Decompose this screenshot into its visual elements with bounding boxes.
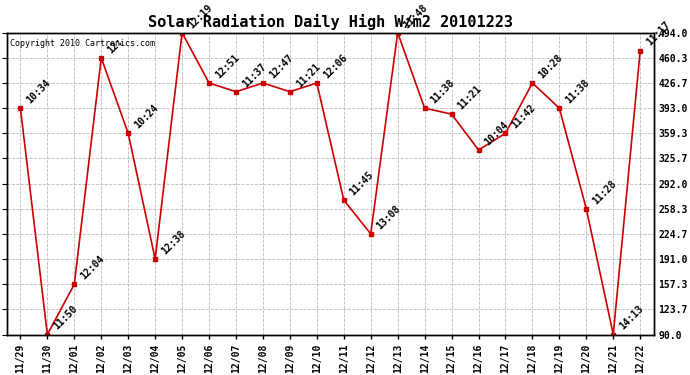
Text: 11:48: 11:48 [402,2,430,30]
Text: 10:04: 10:04 [483,119,511,147]
Text: 14:13: 14:13 [618,304,645,332]
Text: Copyright 2010 Cartronics.com: Copyright 2010 Cartronics.com [10,39,155,48]
Text: 11:21: 11:21 [294,61,322,89]
Text: 11:28: 11:28 [591,178,618,206]
Text: 10:34: 10:34 [25,78,52,105]
Text: 10:28: 10:28 [537,53,564,80]
Title: Solar Radiation Daily High W/m2 20101223: Solar Radiation Daily High W/m2 20101223 [148,14,513,30]
Text: 12:: 12: [106,36,125,55]
Text: 13:08: 13:08 [375,203,403,231]
Text: 11:42: 11:42 [510,103,538,130]
Text: 11:38: 11:38 [428,78,457,105]
Text: 12:19: 12:19 [186,2,214,30]
Text: 12:06: 12:06 [321,53,349,80]
Text: 11:17: 11:17 [644,20,672,48]
Text: 11:21: 11:21 [455,84,484,111]
Text: 12:04: 12:04 [79,254,106,282]
Text: 12:47: 12:47 [267,53,295,80]
Text: 12:38: 12:38 [159,228,187,256]
Text: 11:38: 11:38 [564,78,591,105]
Text: 11:50: 11:50 [52,304,79,332]
Text: 12:51: 12:51 [213,53,241,80]
Text: 11:37: 11:37 [240,61,268,89]
Text: 11:45: 11:45 [348,170,376,197]
Text: 10:24: 10:24 [132,103,160,130]
